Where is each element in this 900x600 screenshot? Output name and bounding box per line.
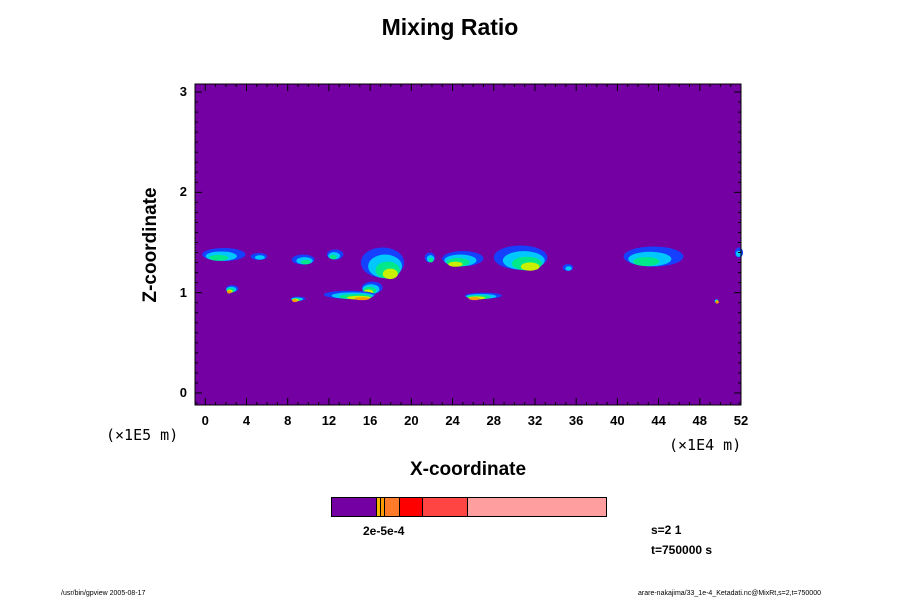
x-tick-label: 32 [527,413,543,428]
colorbar-segment [422,498,468,516]
contour-feature [562,264,574,272]
contour-level [300,259,311,265]
z-tick-label: 2 [179,184,187,200]
time-text: t=750000 s [651,543,713,557]
info-block: s=2 1 t=750000 s [651,520,712,560]
contour-level [254,255,265,260]
contour-feature [424,252,436,263]
contour-feature [360,247,405,280]
contour-feature [225,285,239,294]
contour-feature [326,249,344,260]
plot-frame [194,83,742,406]
z-tick-label: 0 [179,384,187,400]
colorbar-label: 2e-5e-4 [363,524,405,538]
x-tick-label: 12 [321,413,337,428]
x-tick-label: 28 [486,413,501,428]
colorbar-segment [467,498,606,516]
contour-feature [290,296,306,303]
x-tick-label: 8 [284,413,292,428]
x-tick-label: 44 [651,413,666,428]
footer-command: /usr/bin/gpview 2005-08-17 [61,590,146,597]
contour-feature [442,251,484,267]
footer-file: arare-nakajima/33_1e-4_Ketadati.nc@MixRt… [638,590,821,597]
colorbar-segment [332,498,378,516]
x-tick-label: 20 [404,413,419,428]
step-text: s=2 1 [651,523,682,537]
colorbar-segment [377,498,381,516]
contour-features [202,245,744,304]
z-tick-label: 1 [179,284,187,300]
colorbar-segment [384,498,400,516]
contour-feature [202,248,246,262]
contour-feature [493,245,548,271]
z-tick-label: 3 [179,84,187,100]
colorbar [331,497,607,517]
contour-level [227,290,231,294]
x-tick-label: 16 [362,413,378,428]
x-tick-label: 24 [445,413,460,428]
contour-level [715,300,719,304]
contour-feature [714,299,719,304]
contour-level [354,297,370,301]
x-axis-label: X-coordinate [409,459,527,480]
y-axis-label: Z-coordinate [140,187,161,303]
contour-feature [623,246,684,267]
x-tick-label: 0 [201,413,209,428]
x-tick-label: 36 [568,413,584,428]
x-tick-label: 48 [692,413,708,428]
contour-level [428,257,434,263]
contour-level [565,266,572,271]
contour-level [520,262,540,271]
x-tick-label: 40 [610,413,625,428]
contour-feature [464,292,502,301]
contour-feature [291,254,315,265]
contour-level [329,254,337,260]
colorbar-segment [380,498,385,516]
x-tick-label: 4 [242,413,251,428]
contour-level [469,297,480,301]
x-tick-label: 52 [733,413,749,428]
contour-level [209,254,229,261]
contour-level [382,268,398,280]
colorbar-segment [399,498,423,516]
axis-ticks [195,84,742,405]
contour-level [632,257,660,267]
plot-background [195,84,741,405]
contour-level [735,250,741,257]
contour-level [448,261,463,267]
chart-title: Mixing Ratio [381,14,519,40]
z-unit-label: (×1E5 m) [106,426,179,444]
contour-feature [323,290,376,301]
contour-feature [250,253,268,261]
contour-level [292,299,297,303]
x-unit-label: (×1E4 m) [669,436,742,454]
